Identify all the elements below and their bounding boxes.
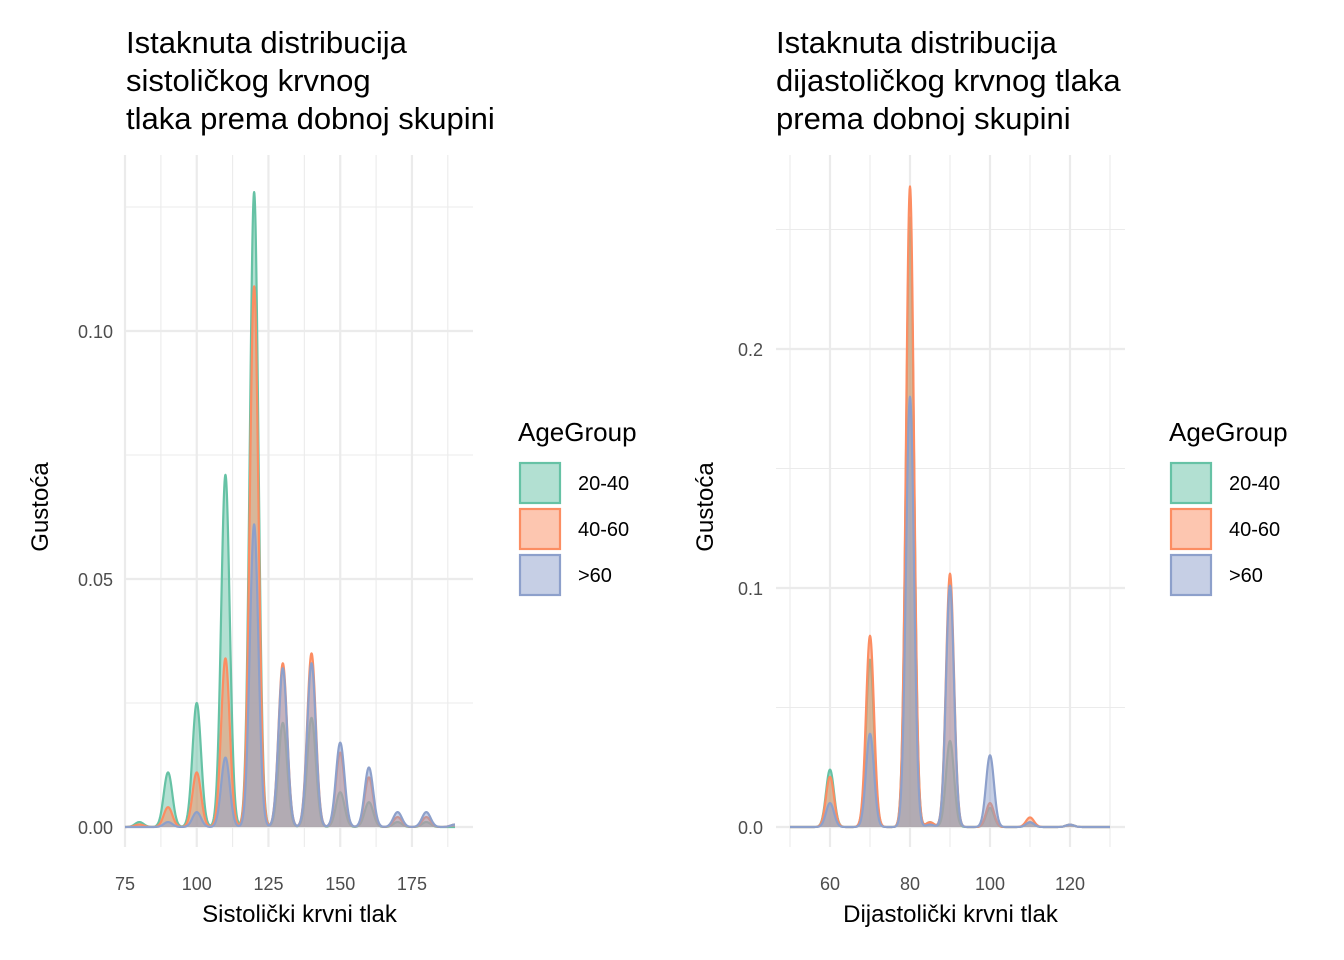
chart-title: Istaknuta distribucija dijastoličkog krv… bbox=[776, 25, 1121, 136]
y-axis-title: Gustoća bbox=[27, 462, 54, 552]
diastolic-density-plot: 60 80 100 120 0.0 0.1 0.2 Dijastolički krvni tl… bbox=[692, 155, 1288, 928]
legend-label: >60 bbox=[578, 565, 612, 587]
density-line-2 bbox=[124, 285, 456, 829]
density-area-1 bbox=[125, 192, 455, 827]
x-tick-label: 60 bbox=[820, 874, 840, 894]
x-tick-label: 80 bbox=[900, 874, 920, 894]
x-tick-label: 100 bbox=[975, 874, 1005, 894]
y-tick-label: 0.00 bbox=[78, 818, 113, 838]
y-tick-label: 0.1 bbox=[738, 579, 763, 599]
legend-key-1 bbox=[1169, 461, 1213, 505]
systolic-density-plot: 75 100 125 150 175 0.00 0.05 0.10 Sistolički krv… bbox=[27, 155, 637, 928]
legend-label: 40-60 bbox=[578, 519, 629, 541]
y-axis-title: Gustoća bbox=[692, 462, 719, 552]
legend-key-1 bbox=[518, 461, 562, 505]
minor-gridlines bbox=[126, 155, 473, 847]
legend-key-3 bbox=[1169, 553, 1213, 597]
density-area-3 bbox=[790, 396, 1110, 827]
density-line-1 bbox=[124, 191, 456, 829]
density-line-3 bbox=[789, 395, 1111, 829]
legend-key-2 bbox=[518, 507, 562, 551]
density-series bbox=[789, 185, 1111, 829]
legend-key-2 bbox=[1169, 507, 1213, 551]
x-tick-label: 100 bbox=[182, 874, 212, 894]
legend-title: AgeGroup bbox=[518, 417, 637, 447]
legend: AgeGroup 20-40 40-60 >60 bbox=[1169, 417, 1288, 597]
chart-title: Istaknuta distribucija sistoličkog krvno… bbox=[126, 25, 495, 136]
density-series bbox=[124, 191, 456, 829]
x-tick-label: 125 bbox=[253, 874, 283, 894]
x-tick-label: 120 bbox=[1055, 874, 1085, 894]
major-gridlines bbox=[123, 155, 473, 847]
y-tick-label: 0.0 bbox=[738, 818, 763, 838]
legend-label: 40-60 bbox=[1229, 519, 1280, 541]
density-area-2 bbox=[790, 186, 1110, 828]
diastolic-density-chart: Istaknuta distribucija dijastoličkog krv… bbox=[672, 0, 1344, 960]
x-tick-label: 175 bbox=[397, 874, 427, 894]
legend: AgeGroup 20-40 40-60 >60 bbox=[518, 417, 637, 597]
x-axis-title: Dijastolički krvni tlak bbox=[843, 901, 1059, 928]
minor-gridlines bbox=[776, 155, 1125, 847]
x-axis-title: Sistolički krvni tlak bbox=[202, 901, 398, 928]
density-area-2 bbox=[125, 286, 455, 827]
legend-key-3 bbox=[518, 553, 562, 597]
legend-title: AgeGroup bbox=[1169, 417, 1288, 447]
legend-label: >60 bbox=[1229, 565, 1263, 587]
legend-label: 20-40 bbox=[578, 473, 629, 495]
y-tick-label: 0.05 bbox=[78, 570, 113, 590]
x-tick-label: 75 bbox=[115, 874, 135, 894]
systolic-density-chart: Istaknuta distribucija sistoličkog krvno… bbox=[27, 25, 637, 928]
legend-label: 20-40 bbox=[1229, 473, 1280, 495]
density-line-3 bbox=[124, 523, 456, 829]
y-tick-label: 0.10 bbox=[78, 322, 113, 342]
x-tick-label: 150 bbox=[325, 874, 355, 894]
y-tick-label: 0.2 bbox=[738, 340, 763, 360]
